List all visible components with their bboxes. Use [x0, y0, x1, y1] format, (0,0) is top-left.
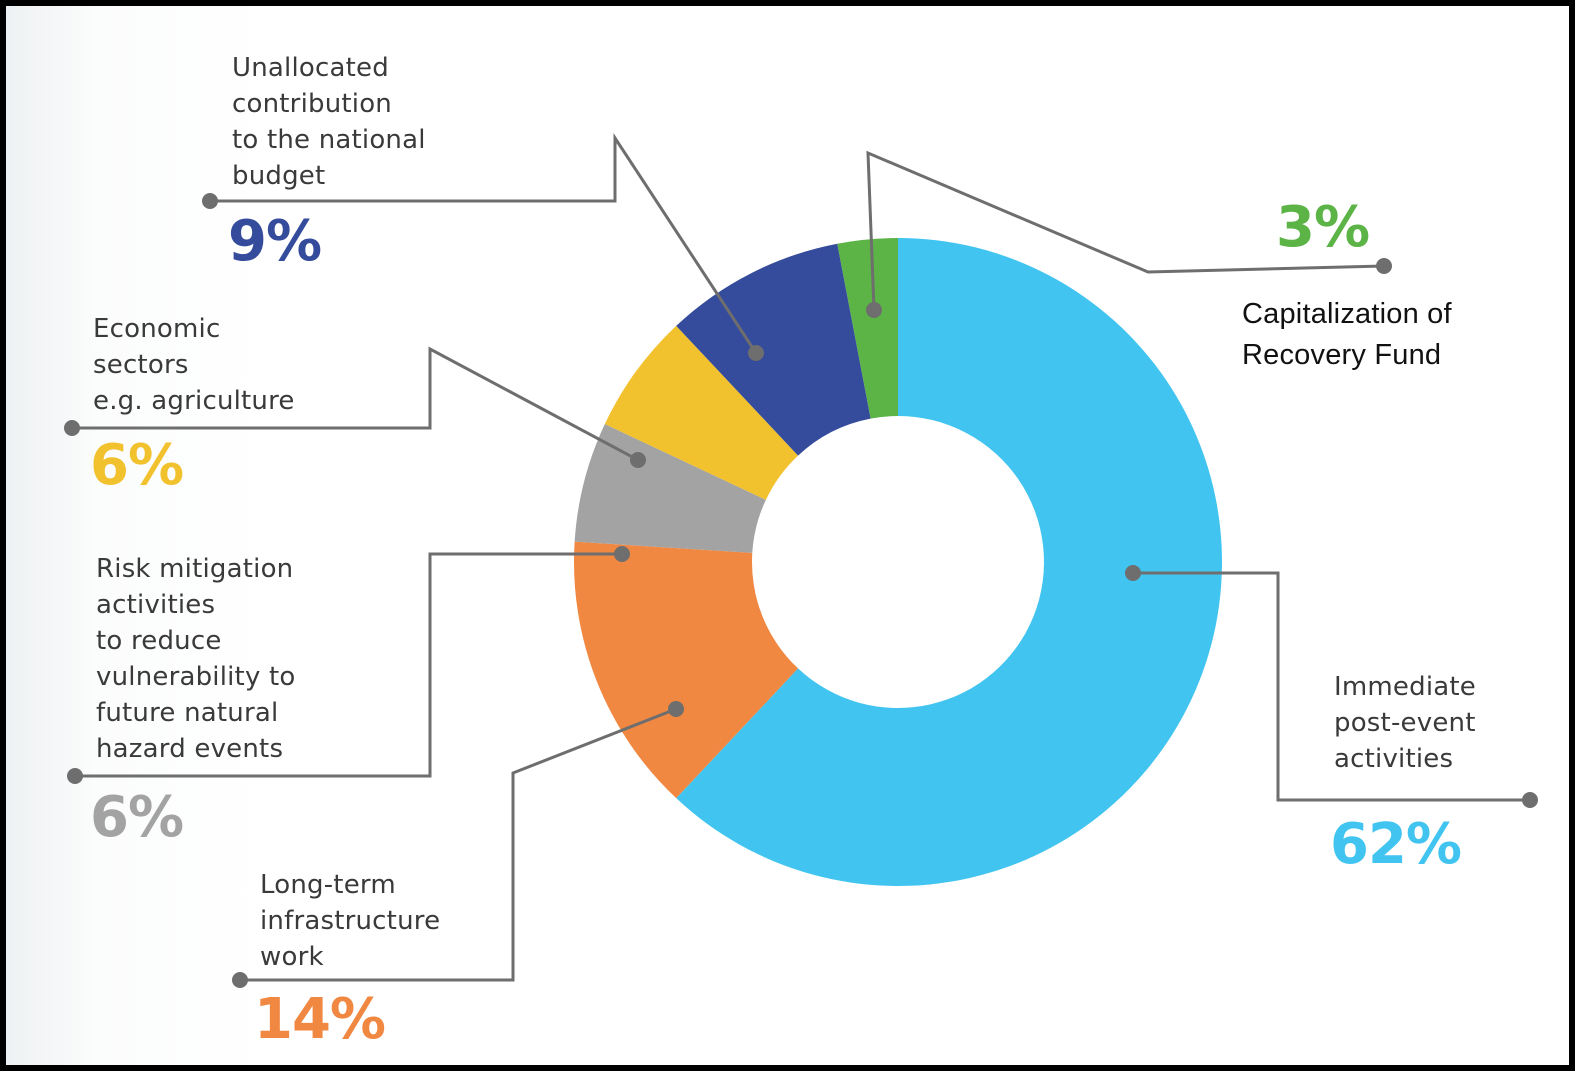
- leader-immediate: [1133, 571, 1530, 802]
- leader-economic: [72, 346, 639, 462]
- label-capitalization: Capitalization of Recovery Fund: [1242, 298, 1452, 371]
- leader-capitalization-outer-dot: [1376, 258, 1392, 274]
- slice-risk-mitigation: [574, 424, 766, 553]
- leader-immediate-outer-dot: [1522, 792, 1538, 808]
- leader-immediate-inner-dot: [1125, 565, 1141, 581]
- leader-risk-mitigation: [75, 552, 622, 778]
- value-unallocated: 9%: [228, 209, 322, 274]
- slice-economic: [604, 325, 799, 500]
- leader-unallocated-outer-dot: [202, 193, 218, 209]
- leader-economic-outer-dot: [64, 420, 80, 436]
- label-immediate: Immediate post-event activities: [1334, 672, 1476, 774]
- value-economic: 6%: [90, 433, 184, 498]
- leader-capitalization-inner-dot: [866, 302, 882, 318]
- leader-risk-mitigation-inner-dot: [614, 546, 630, 562]
- slice-capitalization: [837, 238, 898, 419]
- leader-unallocated: [210, 132, 758, 354]
- leader-long-term: [240, 707, 677, 982]
- donut-slices: [574, 238, 1222, 886]
- value-immediate: 62%: [1330, 812, 1462, 877]
- label-risk-mitigation: Risk mitigation activities to reduce vul…: [96, 554, 296, 764]
- value-risk-mitigation: 6%: [90, 785, 184, 850]
- leader-long-term-outer-dot: [232, 972, 248, 988]
- leader-lines: [64, 132, 1538, 988]
- label-economic: Economic sectors e.g. agriculture: [93, 314, 295, 416]
- chart-background: [6, 6, 1569, 1065]
- slice-unallocated: [676, 243, 871, 456]
- slice-immediate: [676, 238, 1222, 886]
- leader-unallocated-inner-dot: [748, 345, 764, 361]
- leader-long-term-inner-dot: [668, 701, 684, 717]
- value-long-term: 14%: [254, 987, 386, 1052]
- label-long-term: Long-term infrastructure work: [260, 870, 441, 972]
- leader-capitalization: [866, 150, 1385, 311]
- value-capitalization: 3%: [1276, 195, 1370, 260]
- label-unallocated: Unallocated contribution to the national…: [232, 53, 426, 191]
- slice-long-term: [574, 541, 799, 799]
- leader-economic-inner-dot: [630, 452, 646, 468]
- leader-risk-mitigation-outer-dot: [67, 768, 83, 784]
